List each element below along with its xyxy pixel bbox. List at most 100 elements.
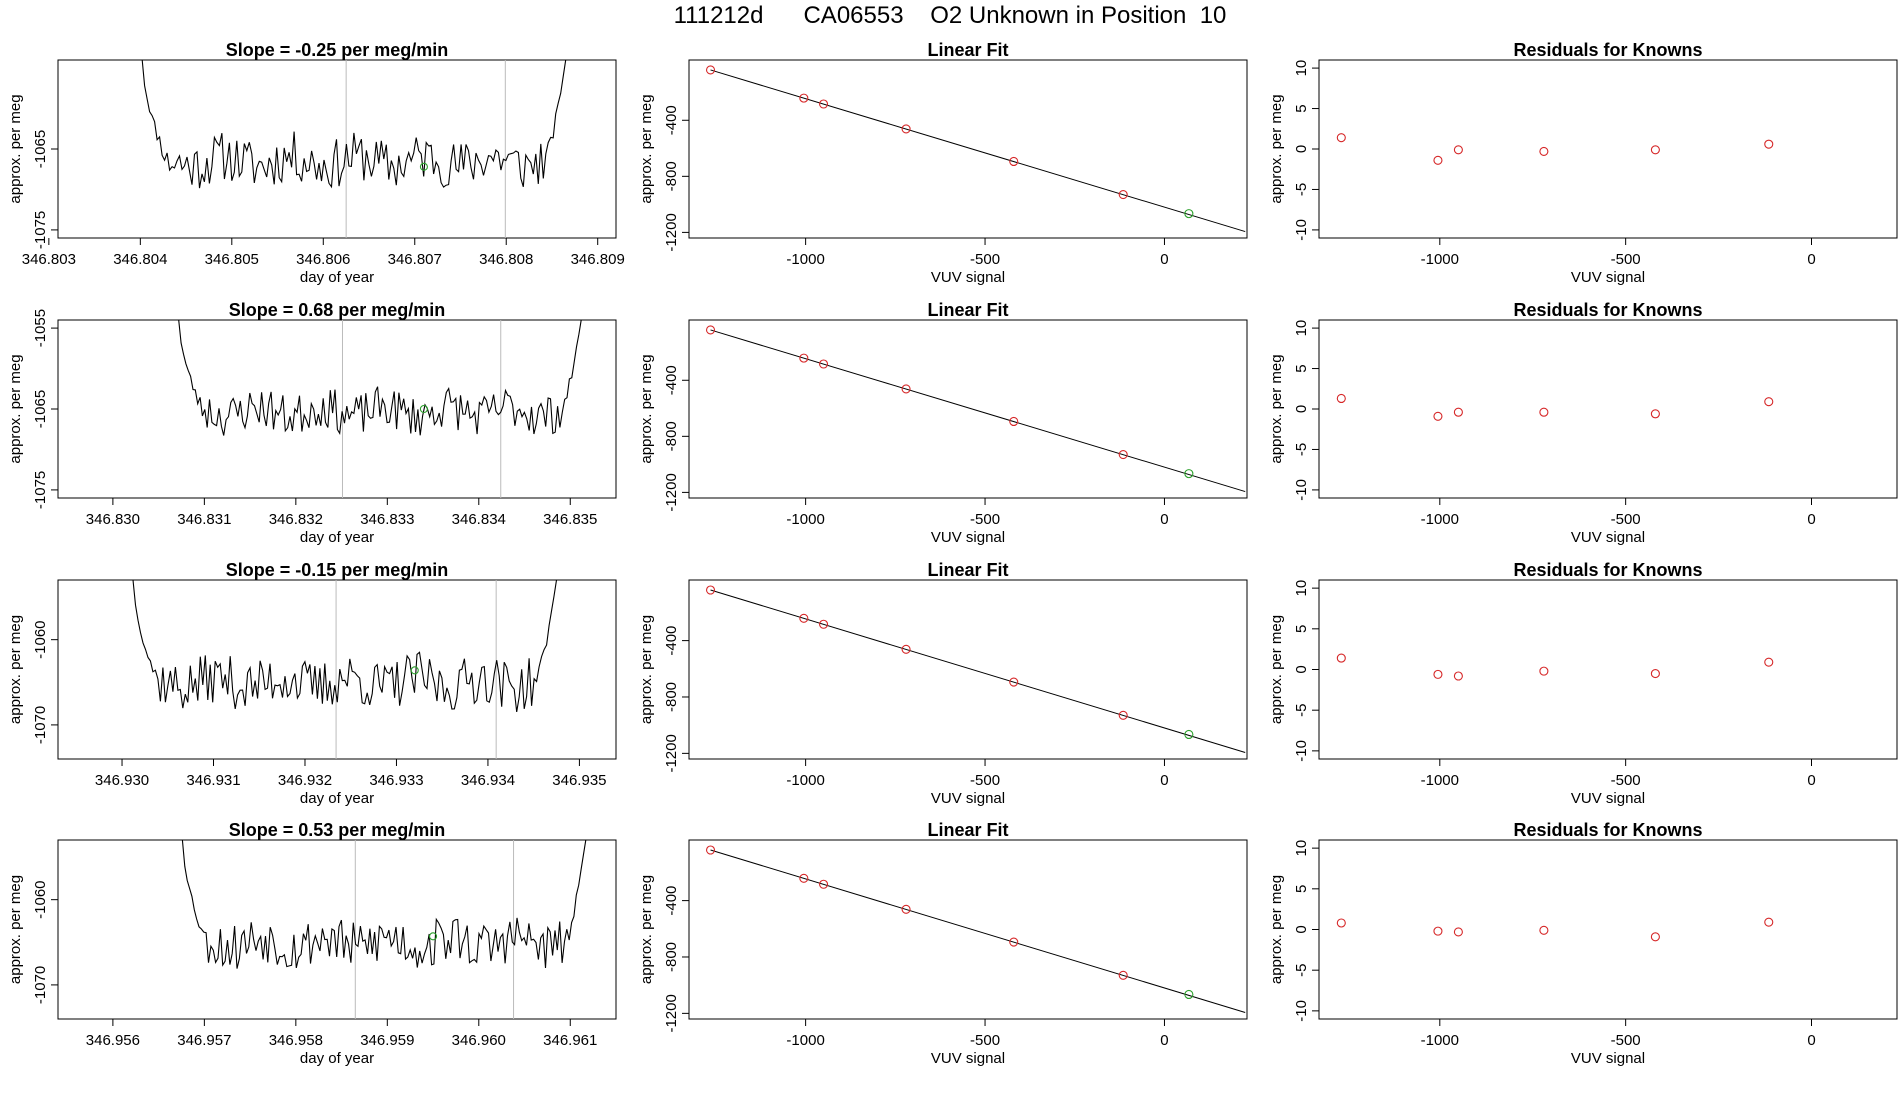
residual-point (1453, 145, 1463, 155)
y-axis-label: approx. per meg (7, 875, 24, 984)
x-tick-label: 346.834 (452, 511, 506, 528)
time-series-2: Slope = 0.68 per meg/min 346.830 346.831 34… (7, 300, 617, 546)
residual-point (1433, 669, 1443, 679)
x-axis-label: day of year (300, 269, 374, 286)
fit-line (710, 589, 1246, 753)
plot-area (1336, 653, 1774, 681)
known-point (1009, 677, 1019, 687)
y-tick-label: 5 (1293, 625, 1310, 633)
y-axis-label: approx. per meg (638, 354, 655, 463)
x-tick-label: 346.931 (186, 772, 240, 789)
y-tick-label: 10 (1293, 580, 1310, 597)
known-point (901, 124, 911, 134)
plot-frame (1318, 579, 1898, 760)
plot-area (705, 845, 1246, 1013)
y-tick-label: 5 (1293, 104, 1310, 112)
residual-point (1650, 145, 1660, 155)
residuals-3: Residuals for Knowns -1000 -500 0 VUV signal… (1268, 560, 1898, 807)
y-tick-label: 10 (1293, 840, 1310, 857)
x-axis-label: day of year (300, 1050, 374, 1067)
y-axis-label: approx. per meg (1268, 875, 1285, 984)
y-tick-label: -1200 (663, 994, 680, 1032)
x-tick-label: 346.835 (543, 511, 597, 528)
x-tick-label: -1000 (786, 511, 824, 528)
unknown-marker (419, 404, 428, 414)
time-series-3: Slope = -0.15 per meg/min 346.930 346.931 3… (7, 560, 617, 807)
x-tick-label: 346.831 (177, 511, 231, 528)
x-tick-label: -500 (970, 772, 1000, 789)
chart-title: Slope = 0.68 per meg/min (229, 300, 446, 320)
x-tick-label: 346.809 (571, 251, 625, 268)
plot-frame (57, 839, 617, 1020)
x-tick-label: -1000 (1421, 511, 1459, 528)
y-tick-label: -1060 (32, 620, 49, 658)
x-tick-label: -1000 (1421, 772, 1459, 789)
known-point (1009, 416, 1019, 427)
plot-frame (688, 59, 1248, 239)
chart-title: Residuals for Knowns (1513, 300, 1702, 320)
plot-area (141, 60, 567, 238)
plot-area (705, 325, 1246, 493)
x-tick-label: 346.933 (369, 772, 423, 789)
plot-frame (688, 839, 1248, 1020)
plot-frame (57, 319, 617, 499)
plot-frame (57, 579, 617, 760)
x-tick-label: 346.804 (113, 251, 167, 268)
fit-line (710, 849, 1246, 1013)
y-tick-label: 0 (1293, 925, 1310, 933)
x-axis-label: VUV signal (1571, 529, 1645, 546)
plot-area (181, 840, 587, 1019)
page-title: 111212d CA06553 O2 Unknown in Position 1… (673, 2, 1227, 29)
y-tick-label: -1070 (32, 706, 49, 744)
residual-point (1764, 397, 1774, 407)
residual-point (1433, 926, 1443, 936)
plot-frame (1318, 839, 1898, 1020)
chart-title: Residuals for Knowns (1513, 560, 1702, 580)
y-axis-label: approx. per meg (638, 94, 655, 203)
known-point (1118, 710, 1128, 720)
y-axis-label: approx. per meg (1268, 354, 1285, 463)
x-tick-label: 346.832 (269, 511, 323, 528)
known-point (799, 353, 809, 363)
known-point (799, 93, 809, 103)
x-axis-label: VUV signal (1571, 269, 1645, 286)
y-tick-label: -5 (1293, 704, 1310, 717)
residual-point (1453, 407, 1463, 417)
x-tick-label: 0 (1160, 511, 1168, 528)
residual-point (1650, 932, 1660, 942)
chart-title: Residuals for Knowns (1513, 40, 1702, 60)
y-tick-label: -1200 (663, 473, 680, 511)
chart-title: Linear Fit (927, 820, 1008, 840)
residual-point (1539, 666, 1549, 676)
chart-title: Linear Fit (927, 300, 1008, 320)
y-tick-label: 0 (1293, 405, 1310, 413)
x-tick-label: -500 (1611, 511, 1641, 528)
y-tick-label: -800 (663, 421, 680, 451)
x-tick-label: 346.960 (452, 1032, 506, 1049)
x-tick-label: 346.805 (205, 251, 259, 268)
fit-line (710, 69, 1246, 233)
data-trace-line (141, 60, 567, 189)
known-point (799, 613, 809, 623)
y-tick-label: -10 (1293, 740, 1310, 762)
residuals-4: Residuals for Knowns -1000 -500 0 VUV signal… (1268, 820, 1898, 1067)
x-tick-label: 346.934 (461, 772, 515, 789)
residual-point (1453, 671, 1463, 681)
unknown-point (1184, 989, 1194, 1000)
y-tick-label: -1200 (663, 734, 680, 772)
known-point (901, 904, 911, 914)
x-axis-label: day of year (300, 529, 374, 546)
x-tick-label: 346.957 (177, 1032, 231, 1049)
residual-point (1539, 146, 1549, 156)
x-tick-label: -1000 (1421, 251, 1459, 268)
x-axis-label: VUV signal (1571, 790, 1645, 807)
data-trace-line (132, 580, 558, 712)
linear-fit-4: Linear Fit -1000 -500 0 VUV signal -400 -800 -1… (638, 820, 1248, 1067)
residuals-2: Residuals for Knowns -1000 -500 0 VUV signal… (1268, 300, 1898, 546)
x-tick-label: 346.807 (388, 251, 442, 268)
y-tick-label: 10 (1293, 320, 1310, 337)
y-tick-label: -1060 (32, 880, 49, 918)
y-tick-label: -1070 (32, 966, 49, 1004)
x-tick-label: 346.930 (95, 772, 149, 789)
